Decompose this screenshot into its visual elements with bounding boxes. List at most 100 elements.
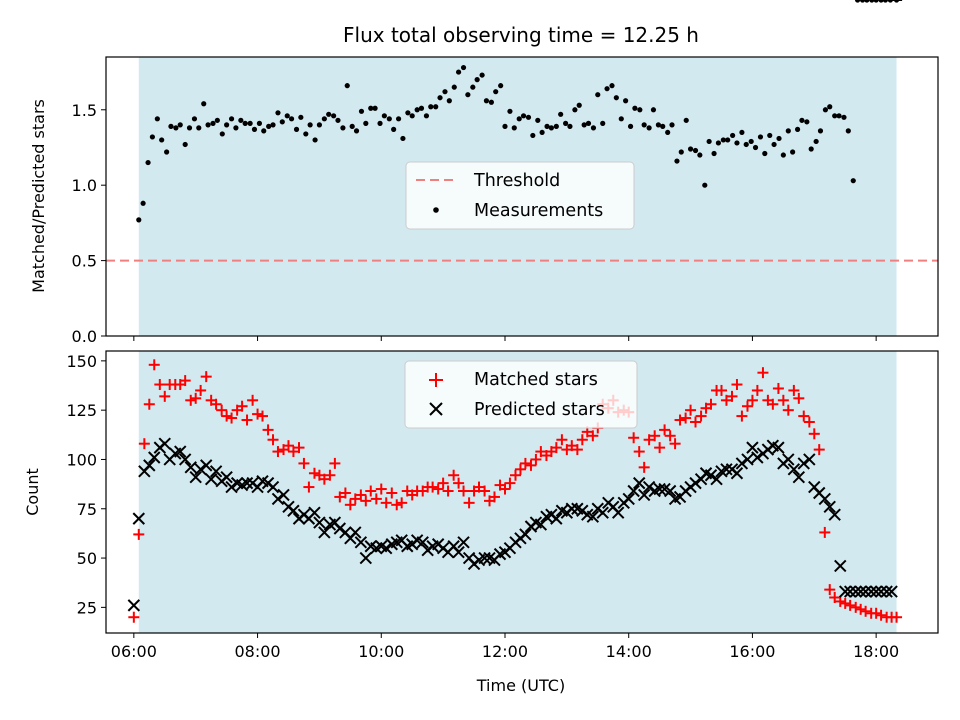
predicted-star-point [797, 457, 810, 470]
matched-star-point [829, 592, 841, 604]
matched-star-point [891, 611, 903, 623]
predicted-star-point [627, 484, 640, 498]
measurement-point [312, 137, 318, 143]
matched-star-point [798, 410, 810, 422]
measurement-point [164, 149, 170, 155]
measurement-point [558, 111, 564, 117]
measurement-point [201, 101, 207, 107]
predicted-star-point [787, 463, 801, 476]
matched-star-point [855, 603, 867, 615]
matched-star-point [870, 607, 882, 619]
measurement-point [409, 113, 415, 119]
matched-star-point [628, 432, 640, 444]
matched-star-point [803, 416, 815, 428]
measurement-point [191, 116, 198, 122]
measurement-point [669, 122, 675, 128]
measurement-point [423, 113, 430, 119]
matched-star-point [159, 390, 171, 402]
matched-star-point [757, 367, 769, 379]
predicted-star-point [642, 480, 656, 494]
matched-star-point [530, 453, 542, 465]
measurement-point [715, 140, 722, 146]
measurement-point [525, 114, 532, 120]
measurement-point [539, 129, 545, 136]
measurement-point [646, 125, 652, 131]
predicted-star-point [534, 518, 548, 531]
matched-star-point [741, 400, 753, 412]
measurement-point [600, 120, 606, 126]
matched-star-point [813, 444, 825, 456]
measurement-point [233, 125, 239, 131]
predicted-star-point [704, 469, 718, 482]
measurement-point [585, 120, 592, 126]
measurement-point [136, 217, 142, 223]
predicted-star-point [359, 551, 373, 565]
measurement-point [149, 134, 155, 140]
predicted-star-point [416, 536, 429, 549]
measurement-point [516, 116, 522, 122]
measurement-point [386, 116, 392, 122]
matched-star-point [782, 404, 794, 416]
measurement-point [358, 108, 365, 114]
measurement-point [767, 132, 773, 139]
predicted-star-point [318, 526, 331, 539]
measurement-point [604, 86, 610, 92]
measurement-point [177, 122, 183, 128]
measurement-point [813, 138, 819, 145]
matched-star-point [850, 601, 862, 613]
y-tick-label: 25 [77, 598, 97, 617]
matched-star-point [819, 526, 831, 538]
predicted-star-point [174, 445, 187, 458]
measurement-point [381, 113, 387, 119]
measurement-point [817, 128, 824, 134]
matched-star-point [824, 584, 836, 596]
x-tick-label: 10:00 [358, 642, 404, 661]
measurement-point [224, 122, 230, 128]
matched-star-point [133, 528, 145, 540]
measurement-point [674, 158, 680, 164]
matched-star-point [154, 379, 166, 391]
matched-star-point [695, 410, 707, 422]
measurement-point [637, 107, 643, 113]
predicted-star-point [349, 526, 362, 539]
measurement-point [247, 120, 253, 126]
measurement-point [697, 152, 703, 158]
measurement-point [368, 105, 374, 111]
measurement-point [563, 120, 569, 126]
matched-star-point [195, 384, 207, 396]
measurement-point [433, 104, 439, 110]
predicted-star-point [751, 451, 764, 464]
measurement-point [535, 117, 541, 123]
measurement-point [799, 117, 805, 123]
matched-star-point [875, 609, 887, 621]
matched-star-point [767, 398, 779, 410]
matched-star-point [318, 473, 330, 485]
measurement-point [730, 132, 736, 139]
matched-star-point [736, 410, 748, 422]
matched-star-point [143, 398, 155, 410]
measurement-point [785, 128, 791, 134]
measurement-point [859, 0, 866, 3]
measurement-point [474, 77, 480, 83]
measurement-point [159, 137, 165, 143]
measurement-point [822, 107, 829, 113]
matched-star-point [226, 412, 238, 424]
measurement-point [706, 138, 712, 145]
predicted-star-point [452, 545, 465, 559]
predicted-star-point [204, 472, 218, 486]
y-tick-label: 1.0 [72, 176, 97, 195]
predicted-star-point [565, 502, 579, 515]
measurement-point [372, 105, 378, 111]
matched-star-point [510, 469, 522, 481]
measurement-point [154, 116, 160, 122]
matched-star-point [514, 463, 526, 475]
y-tick-label: 50 [77, 549, 97, 568]
matched-star-point [633, 446, 645, 458]
predicted-star-point [730, 467, 744, 480]
measurement-point [479, 72, 485, 78]
measurement-point [307, 122, 313, 128]
predicted-star-point [457, 536, 470, 549]
measurement-point [869, 0, 875, 3]
measurement-point [743, 141, 749, 148]
y-tick-label: 0.5 [72, 252, 97, 271]
